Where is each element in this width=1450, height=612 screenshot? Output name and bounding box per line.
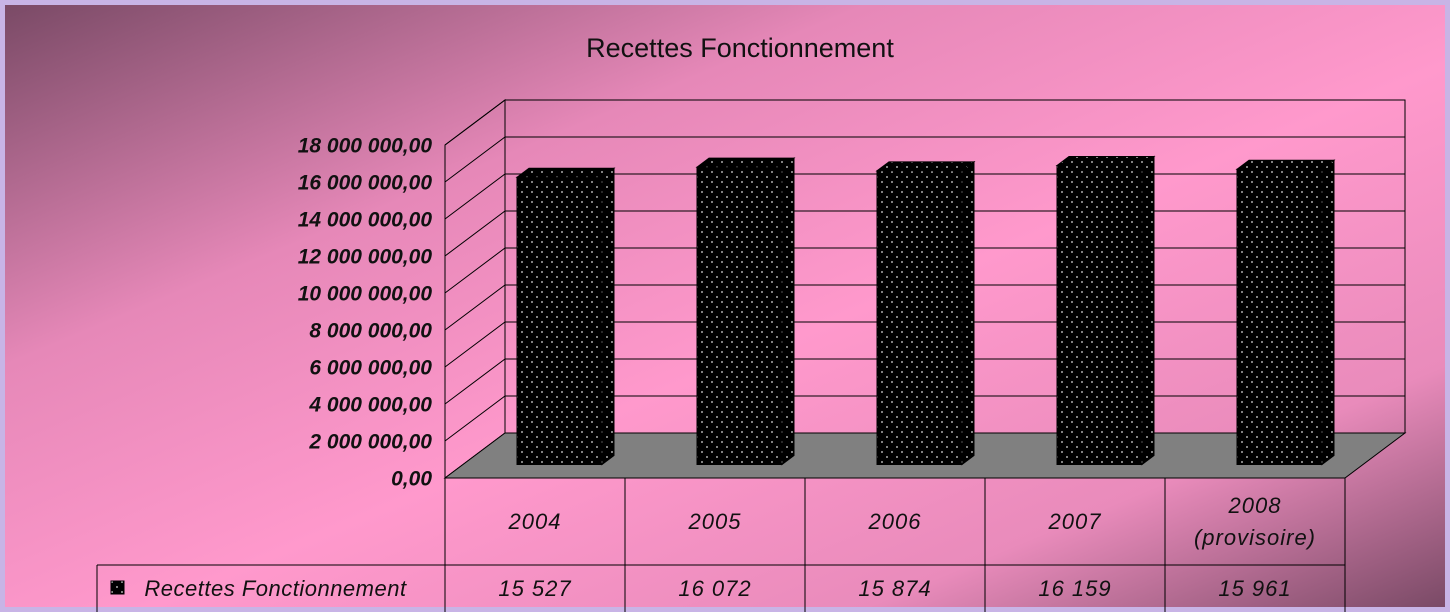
bar [876, 170, 963, 465]
category-label: 2005 [688, 508, 742, 534]
bar [696, 166, 783, 465]
legend-key [110, 580, 125, 595]
bar-top [515, 167, 616, 178]
data-label: 15 961 [1218, 575, 1292, 601]
category-label: 2008 (provisoire) [1193, 492, 1317, 550]
bar-side [781, 157, 795, 466]
y-tick-label: 12 000 000,00 [298, 246, 433, 269]
bar [1236, 168, 1323, 465]
bar-side [961, 160, 975, 466]
y-tick-label: 0,00 [391, 468, 432, 491]
bar-top [1055, 156, 1156, 167]
bar-top [695, 157, 796, 168]
y-tick-label: 8 000 000,00 [309, 320, 432, 343]
bar [516, 176, 603, 466]
grid-line [444, 136, 1405, 183]
y-tick-label: 16 000 000,00 [298, 172, 433, 195]
data-label: 15 874 [858, 575, 932, 601]
y-tick-label: 6 000 000,00 [309, 357, 432, 380]
grid-line [444, 99, 1405, 146]
bar-side [601, 167, 615, 466]
data-label: 16 159 [1038, 575, 1112, 601]
y-tick-label: 10 000 000,00 [298, 283, 433, 306]
y-tick-label: 4 000 000,00 [308, 394, 432, 417]
category-label: 2007 [1048, 508, 1102, 534]
bar [1056, 165, 1143, 465]
category-label: 2004 [508, 508, 562, 534]
data-label: 15 527 [498, 575, 572, 601]
y-tick-label: 14 000 000,00 [298, 209, 433, 232]
bar-top [875, 161, 976, 172]
data-label: 16 072 [678, 575, 752, 601]
bar-side [1141, 155, 1155, 466]
bar-top [1235, 159, 1336, 170]
bar-side [1321, 159, 1335, 466]
legend-label: Recettes Fonctionnement [144, 575, 407, 601]
y-tick-label: 18 000 000,00 [298, 135, 433, 158]
chart-title: Recettes Fonctionnement [586, 33, 894, 63]
category-label: 2006 [868, 508, 922, 534]
y-tick-label: 2 000 000,00 [308, 431, 432, 454]
